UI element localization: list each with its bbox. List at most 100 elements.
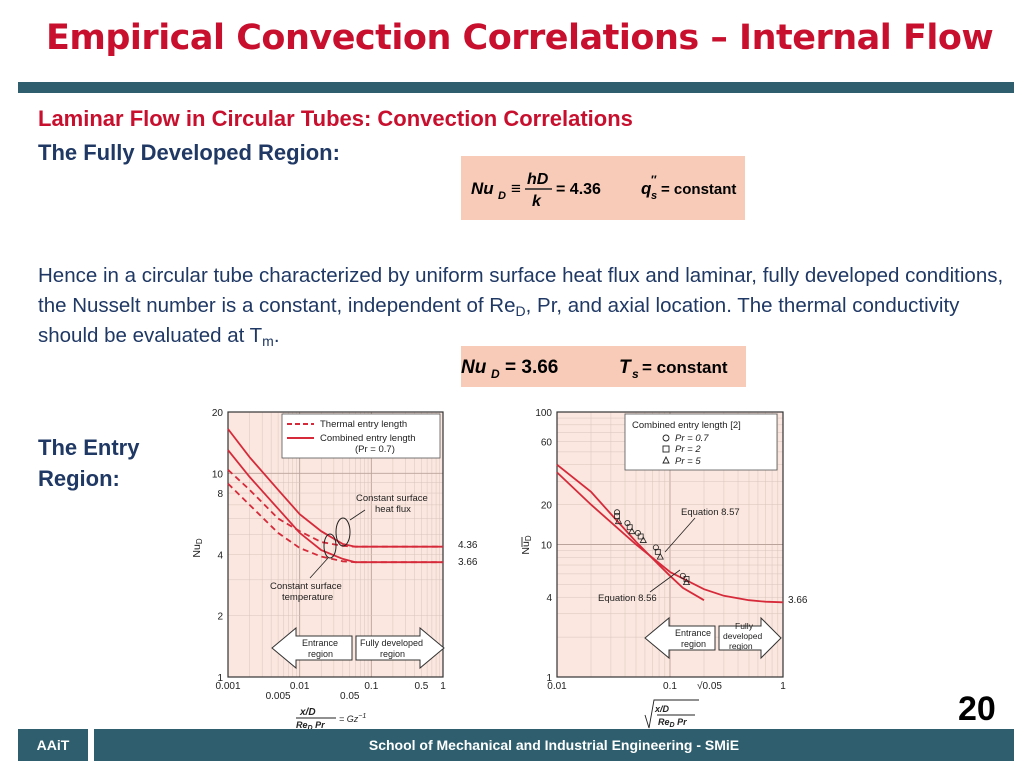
data-point-triangle — [628, 527, 636, 535]
chart1-x-label-gz: = Gz−1 — [339, 713, 366, 724]
chart2-legend — [624, 413, 778, 471]
series-line — [556, 471, 784, 604]
chart2-entrance-arrow — [644, 616, 716, 660]
chart2-entrance-line2: region — [681, 639, 706, 649]
chart2-data-points — [614, 509, 691, 586]
data-point-circle — [652, 544, 659, 551]
y-tick-label: 60 — [541, 437, 553, 448]
chart1-heat-flux-line1: Constant surface — [356, 493, 428, 504]
footer-bar: AAiT School of Mechanical and Industrial… — [18, 729, 1014, 761]
eq1-den: k — [532, 193, 542, 210]
chart2-series — [556, 463, 784, 604]
data-point-square — [654, 548, 661, 555]
y-tick-label: 4 — [546, 593, 552, 604]
y-tick-label: 4 — [217, 550, 223, 561]
chart1-x-label-denominator: ReD Pr — [296, 720, 325, 730]
x-tick-label: 0.05 — [340, 691, 360, 702]
eq2-nu-sub: D — [491, 367, 500, 381]
chart-mean-nusselt: 0.01 0.1 √0.05 1 100 60 20 10 4 1 Combined entry … — [520, 408, 808, 729]
y-tick-label: 100 — [535, 408, 552, 419]
eq1-nu: Nu — [471, 179, 494, 198]
data-point-square — [614, 513, 620, 519]
x-tick-label: 0.001 — [215, 681, 240, 692]
data-point-triangle — [614, 517, 623, 525]
chart1-annotation-heat-flux: Constant surface heat flux — [356, 493, 428, 515]
data-point-triangle — [682, 578, 691, 586]
chart2-frame — [556, 411, 784, 678]
para-sub-d: D — [515, 302, 526, 319]
chart1-temperature-leader — [309, 557, 329, 579]
chart2-fully-developed-label: Fully developed region — [723, 621, 763, 651]
y-tick-label: 1 — [217, 673, 223, 684]
x-tick-label: 1 — [440, 681, 446, 692]
page-number: 20 — [958, 690, 996, 728]
chart1-annotation-temperature: Constant surface temperature — [270, 581, 342, 603]
chart2-legend-title: Combined entry length [2] — [632, 420, 741, 431]
chart1-entrance-line2: region — [308, 649, 333, 659]
eq1-rhs-value: = constant — [661, 181, 736, 198]
chart2-legend-triangle-marker — [662, 455, 670, 464]
chart2-eq857-leader — [664, 517, 696, 553]
eq1-q-sup: ″ — [651, 173, 657, 187]
eq2-value: = 3.66 — [505, 357, 558, 378]
chart2-legend-pr2: Pr = 2 — [675, 444, 701, 455]
x-tick-label: 0.01 — [547, 681, 567, 692]
chart2-entrance-label: Entrance region — [675, 628, 711, 649]
eq1-q: q — [641, 179, 652, 198]
eq2-t-sub: s — [632, 367, 639, 381]
chart1-temperature-line1: Constant surface — [270, 581, 342, 592]
y-tick-label: 2 — [217, 612, 223, 623]
chart2-fd-line1: Fully — [735, 621, 754, 631]
explanation-paragraph: Hence in a circular tube characterized b… — [38, 261, 1013, 351]
fully-developed-heading: The Fully Developed Region: — [38, 140, 340, 165]
data-point-square — [683, 576, 690, 582]
chart1-x-axis-label: x/D — [299, 707, 316, 718]
chart1-heat-flux-line2: heat flux — [375, 504, 411, 515]
y-tick-label: 10 — [541, 541, 553, 552]
chart1-fully-developed-arrow — [355, 626, 445, 670]
title-divider-bar — [18, 82, 1014, 93]
chart1-heat-flux-leader — [349, 509, 366, 521]
chart1-legend-entry-thermal: Thermal entry length — [320, 419, 407, 430]
x-tick-label: √0.05 — [697, 680, 722, 692]
para-part1: Hence in a circular tube characterized b… — [38, 263, 1004, 317]
chart1-temperature-ellipse — [323, 533, 337, 559]
eq2-t: T — [619, 357, 632, 378]
chart1-entrance-arrow — [271, 626, 353, 670]
chart1-fd-line2: region — [380, 649, 405, 659]
y-tick-label: 10 — [212, 469, 224, 480]
chart2-legend-pr07: Pr = 0.7 — [675, 433, 709, 444]
equation2-svg: Nu D = 3.66 T s = constant — [461, 357, 728, 381]
chart1-fd-line1: Fully developed — [360, 638, 423, 648]
eq1-nu-sub: D — [498, 190, 506, 202]
x-tick-label: 0.5 — [414, 681, 428, 692]
data-point-triangle — [656, 552, 664, 560]
chart1-entrance-line1: Entrance — [302, 638, 338, 648]
section-subtitle: Laminar Flow in Circular Tubes: Convecti… — [38, 106, 633, 131]
eq1-num: hD — [527, 171, 549, 188]
chart1-legend-entry-pr: (Pr = 0.7) — [355, 444, 395, 455]
equation1-svg: Nu D ≡ hD k = 4.36 q ″ s = constant — [471, 171, 736, 210]
x-tick-label: 0.1 — [663, 681, 677, 692]
series-line — [227, 449, 443, 564]
y-tick-label: 20 — [212, 408, 224, 419]
chart1-label-436: 4.36 — [458, 540, 478, 551]
chart2-entrance-line1: Entrance — [675, 628, 711, 638]
entry-region-heading: The Entry Region: — [38, 435, 140, 491]
chart2-x-label-sqrt — [644, 699, 699, 729]
chart2-x-label-numerator: x/D — [654, 704, 670, 714]
chart2-x-label-denominator: ReD Pr — [658, 717, 687, 729]
series-line — [227, 428, 443, 548]
eq2-nu: Nu — [461, 357, 487, 378]
y-tick-label: 1 — [546, 673, 552, 684]
data-point-circle — [679, 572, 686, 579]
chart2-y-axis-label: NuD — [520, 535, 533, 554]
chart2-fd-line2: developed — [723, 631, 763, 641]
data-point-square — [626, 524, 633, 531]
chart2-annotation-eq856: Equation 8.56 — [598, 593, 657, 604]
x-tick-label: 0.005 — [266, 691, 291, 702]
para-part3: . — [273, 323, 280, 347]
chart1-legend — [281, 413, 441, 459]
